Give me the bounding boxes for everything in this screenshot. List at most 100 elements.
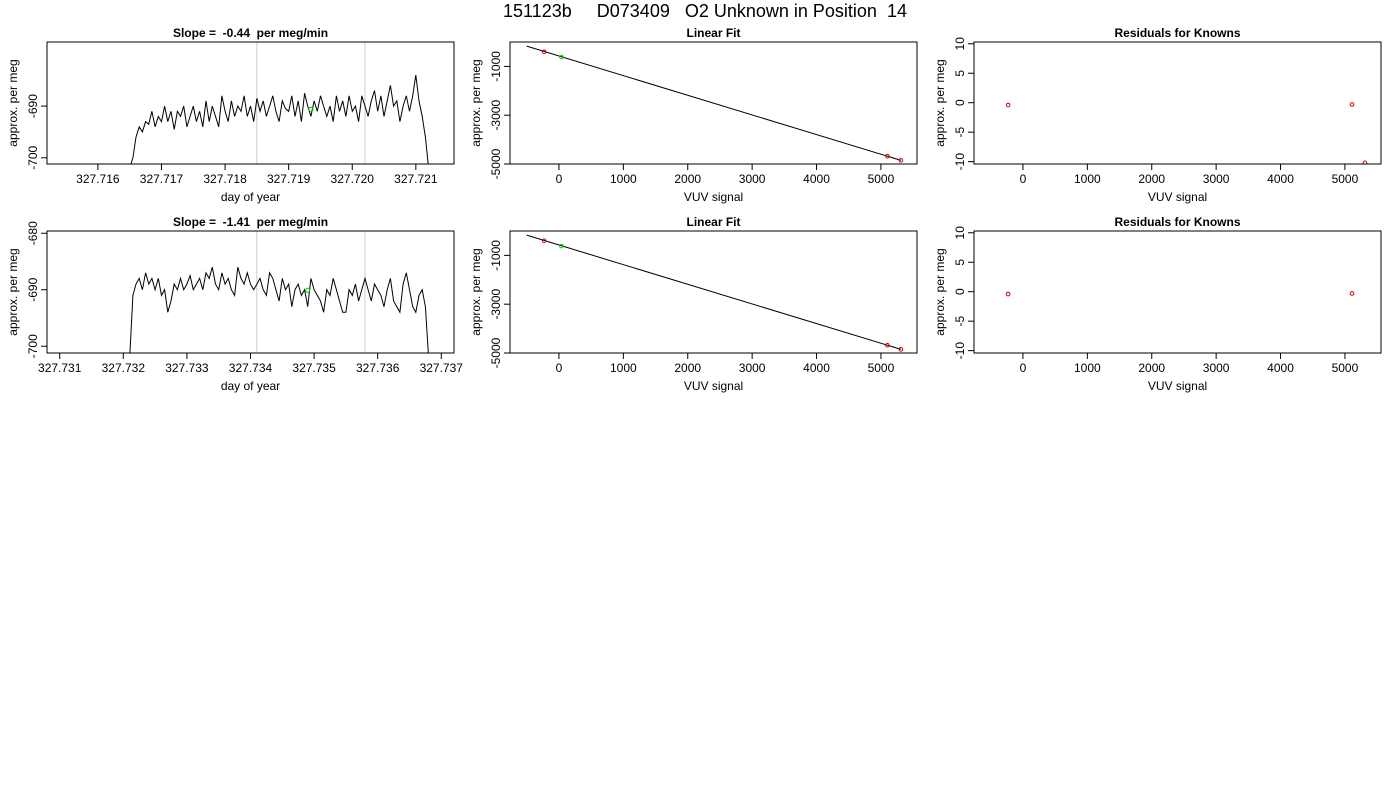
x-tick-label: 2000 — [1138, 172, 1165, 186]
data-point — [1005, 291, 1011, 297]
x-axis-label: VUV signal — [1148, 190, 1207, 204]
y-tick-label: -700 — [26, 145, 40, 169]
data-point — [898, 158, 904, 163]
plot-frame — [46, 230, 455, 354]
y-tick-label: -680 — [26, 221, 40, 245]
plot-area — [130, 42, 429, 164]
x-tick-label: 1000 — [610, 172, 637, 186]
data-point — [898, 347, 904, 352]
chart-panel-2: Linear Fit 0 1000 2000 3000 4000 5000 -5000 -300… — [469, 26, 918, 204]
x-tick-label: 327.732 — [102, 361, 146, 375]
x-tick-label: 327.719 — [267, 172, 311, 186]
plot-frame — [973, 41, 1382, 165]
y-tick-label: -3000 — [489, 289, 503, 320]
y-tick-label: 5 — [953, 259, 967, 266]
y-axis-label: approx. per meg — [933, 59, 947, 146]
x-tick-label: 1000 — [610, 361, 637, 375]
data-point — [885, 342, 890, 348]
x-axis-label: VUV signal — [1148, 379, 1207, 393]
plot-frame — [509, 41, 918, 165]
x-axis-label: VUV signal — [684, 379, 743, 393]
x-tick-label: 2000 — [674, 361, 701, 375]
x-tick-label: 0 — [556, 361, 563, 375]
page-title: 151123b D073409 O2 Unknown in Position 1… — [503, 1, 907, 21]
x-tick-label: 5000 — [868, 361, 895, 375]
x-tick-label: 4000 — [803, 172, 830, 186]
y-tick-label: -690 — [26, 94, 40, 118]
x-tick-label: 3000 — [1203, 361, 1230, 375]
highlight-point — [305, 287, 311, 293]
x-tick-label: 5000 — [1332, 361, 1359, 375]
x-tick-label: 327.731 — [38, 361, 82, 375]
x-tick-label: 2000 — [674, 172, 701, 186]
x-tick-label: 3000 — [739, 172, 766, 186]
x-tick-label: 327.718 — [203, 172, 247, 186]
x-tick-label: 327.721 — [394, 172, 438, 186]
y-tick-label: -5000 — [489, 337, 503, 368]
chart-panel-3: Residuals for Knowns 0 1000 2000 3000 4000 500… — [933, 26, 1382, 204]
chart-panel-5: Linear Fit 0 1000 2000 3000 4000 5000 -5000 -300… — [469, 215, 918, 393]
x-tick-label: 0 — [1020, 172, 1027, 186]
plot-area — [526, 45, 904, 163]
data-point — [1362, 160, 1368, 164]
plot-frame — [973, 230, 1382, 354]
y-axis-label: approx. per meg — [6, 59, 20, 146]
data-point — [1349, 291, 1355, 296]
x-tick-label: 4000 — [1267, 172, 1294, 186]
chart-panel-1: Slope = -0.44 per meg/min 327.716 327.717 3… — [6, 26, 455, 204]
y-tick-label: -700 — [26, 334, 40, 358]
y-tick-label: -5000 — [489, 148, 503, 179]
y-axis-label: approx. per meg — [469, 248, 483, 335]
x-tick-label: 4000 — [1267, 361, 1294, 375]
y-tick-label: -10 — [953, 342, 967, 360]
chart-panel-4: Slope = -1.41 per meg/min 327.731 327.732 3… — [6, 215, 463, 393]
series-line — [130, 75, 429, 164]
x-tick-label: 327.734 — [229, 361, 273, 375]
data-point — [541, 238, 547, 244]
plot-frame — [46, 41, 455, 165]
x-tick-label: 327.736 — [356, 361, 400, 375]
x-tick-label: 1000 — [1074, 361, 1101, 375]
x-tick-label: 3000 — [1203, 172, 1230, 186]
series-line — [129, 266, 429, 353]
x-axis-label: VUV signal — [684, 190, 743, 204]
y-axis-label: approx. per meg — [6, 248, 20, 335]
x-tick-label: 5000 — [868, 172, 895, 186]
y-tick-label: -690 — [26, 277, 40, 301]
chart-title: Slope = -0.44 per meg/min — [173, 26, 328, 40]
y-tick-label: 10 — [953, 226, 967, 240]
plot-frame — [509, 230, 918, 354]
x-axis-label: day of year — [221, 190, 280, 204]
x-tick-label: 0 — [556, 172, 563, 186]
y-tick-label: -5 — [953, 316, 967, 327]
chart-title: Linear Fit — [686, 215, 740, 229]
x-tick-label: 5000 — [1332, 172, 1359, 186]
y-axis-label: approx. per meg — [469, 59, 483, 146]
x-tick-label: 327.737 — [420, 361, 464, 375]
highlight-point — [308, 106, 314, 112]
x-tick-label: 1000 — [1074, 172, 1101, 186]
y-tick-label: -1000 — [489, 240, 503, 271]
x-tick-label: 327.733 — [165, 361, 209, 375]
x-tick-label: 327.735 — [292, 361, 336, 375]
x-tick-label: 327.717 — [140, 172, 184, 186]
y-tick-label: -1000 — [489, 51, 503, 82]
plot-area — [129, 231, 429, 353]
plot-area — [1005, 102, 1368, 164]
y-tick-label: 0 — [953, 288, 967, 295]
x-tick-label: 327.720 — [331, 172, 375, 186]
y-axis-label: approx. per meg — [933, 248, 947, 335]
plot-area — [1005, 291, 1355, 297]
y-tick-label: -5 — [953, 127, 967, 138]
y-tick-label: -3000 — [489, 100, 503, 131]
x-axis-label: day of year — [221, 379, 280, 393]
data-point — [1349, 102, 1355, 107]
plot-area — [526, 234, 904, 352]
data-point — [541, 49, 547, 55]
chart-title: Linear Fit — [686, 26, 740, 40]
y-tick-label: 5 — [953, 70, 967, 77]
y-tick-label: 0 — [953, 99, 967, 106]
chart-panel-6: Residuals for Knowns 0 1000 2000 3000 4000 500… — [933, 215, 1382, 393]
x-tick-label: 0 — [1020, 361, 1027, 375]
